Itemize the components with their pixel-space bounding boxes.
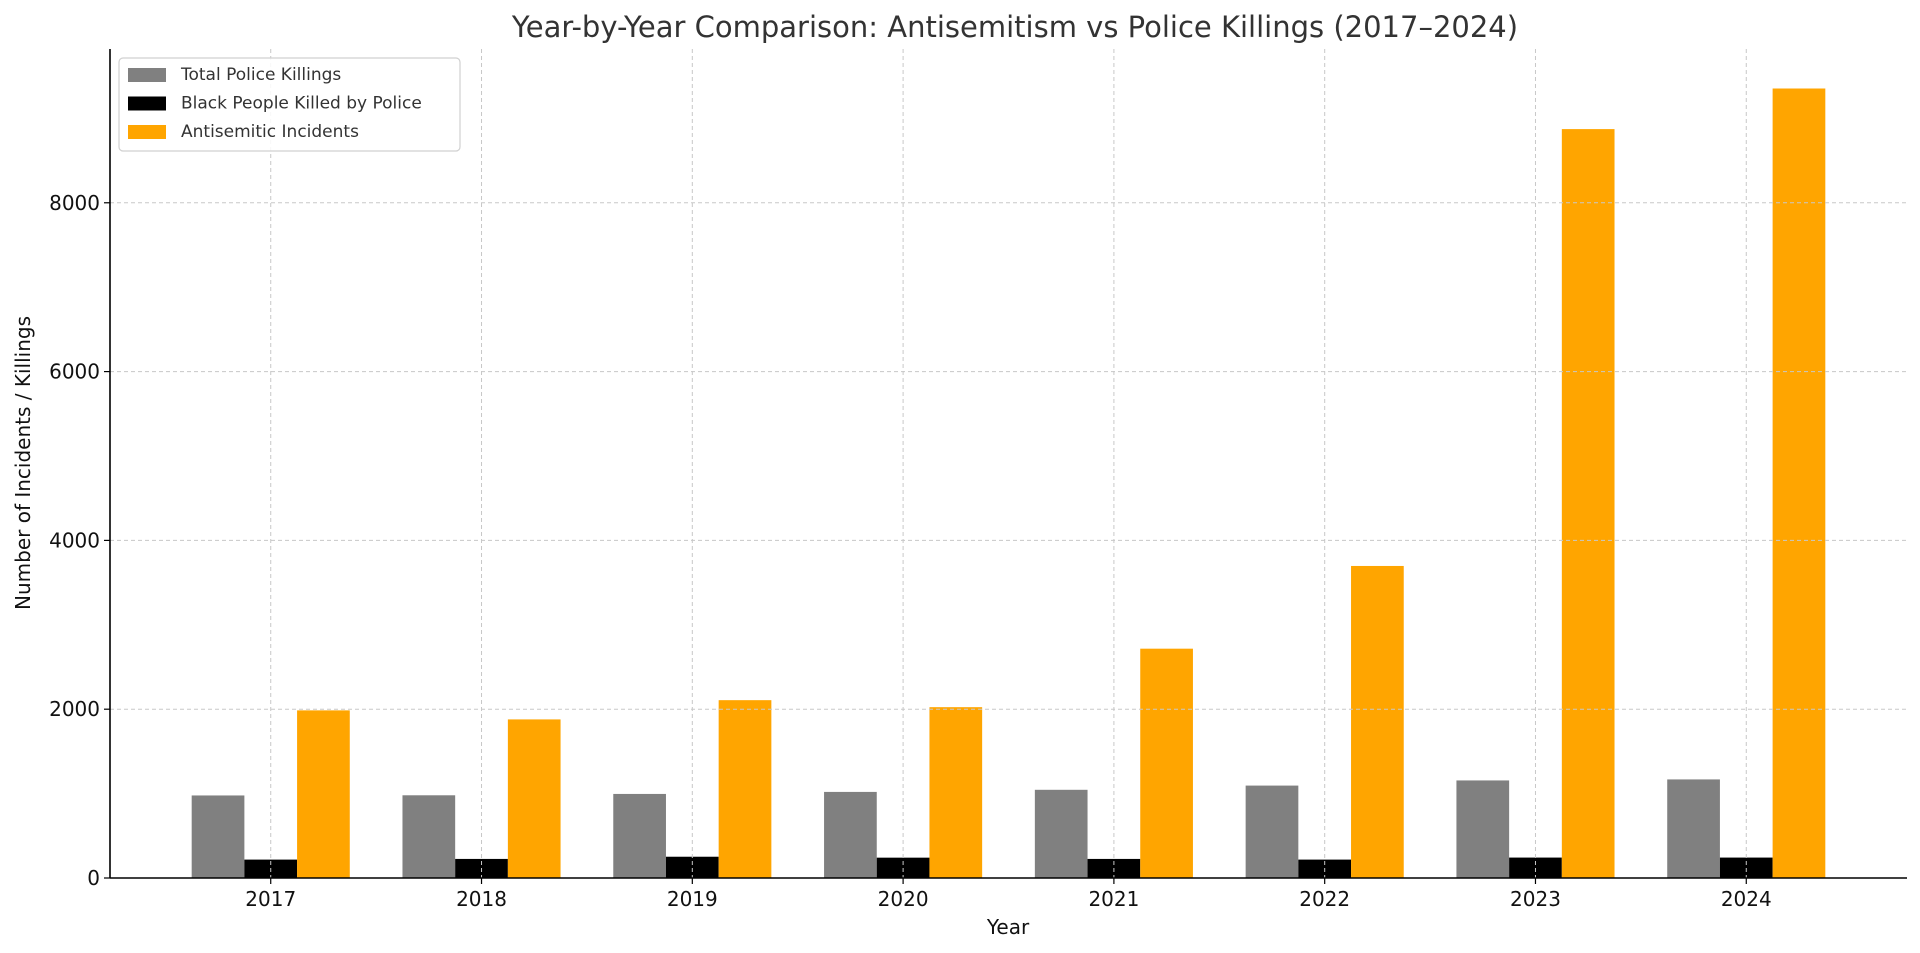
legend-frame [118, 57, 461, 152]
legend-swatch [128, 96, 166, 111]
bar-antisemitic-incidents-2021 [1140, 648, 1193, 878]
x-ticks: 2017 2018 2019 2020 2021 2022 2023 2024 [245, 878, 1772, 911]
y-ticks: 0 2000 4000 6000 8000 [49, 191, 110, 890]
bar-total-police-killings-2023 [1456, 780, 1510, 878]
bar-black-people-killed-by-police-2019 [665, 856, 719, 878]
y-tick-label: 2000 [49, 697, 100, 721]
x-tick-label: 2024 [1721, 887, 1772, 911]
bar-black-people-killed-by-police-2024 [1719, 857, 1773, 878]
bar-antisemitic-incidents-2018 [507, 719, 561, 878]
bar-total-police-killings-2021 [1034, 789, 1088, 878]
x-axis-label: Year [986, 915, 1030, 939]
y-tick-label: 6000 [49, 360, 100, 384]
x-tick-label: 2022 [1299, 887, 1350, 911]
y-tick-label: 4000 [49, 528, 100, 552]
legend-swatch [128, 125, 166, 139]
y-axis-label: Number of Incidents / Killings [11, 316, 35, 610]
grid [110, 49, 1907, 878]
x-tick-label: 2017 [245, 887, 296, 911]
bar-antisemitic-incidents-2017 [297, 710, 350, 878]
x-tick-label: 2018 [456, 887, 507, 911]
bar-antisemitic-incidents-2020 [929, 707, 983, 878]
bar-antisemitic-incidents-2019 [718, 700, 772, 878]
bar-black-people-killed-by-police-2020 [876, 857, 930, 878]
y-tick-label: 0 [87, 866, 100, 890]
y-tick-label: 8000 [49, 191, 100, 215]
bar-antisemitic-incidents-2023 [1561, 129, 1615, 878]
x-tick-label: 2020 [878, 887, 929, 911]
legend-label: Total Police Killings [180, 65, 341, 85]
chart-title: Year-by-Year Comparison: Antisemitism vs… [511, 10, 1518, 44]
bar-antisemitic-incidents-2024 [1772, 88, 1826, 878]
x-tick-label: 2019 [667, 887, 718, 911]
axes [109, 49, 1907, 879]
legend: Total Police Killings Black People Killed… [118, 57, 461, 152]
bar-total-police-killings-2019 [613, 793, 666, 878]
bar-total-police-killings-2018 [402, 795, 456, 878]
legend-label: Antisemitic Incidents [181, 122, 359, 142]
bar-antisemitic-incidents-2022 [1351, 565, 1404, 878]
bar-total-police-killings-2024 [1667, 779, 1720, 878]
bar-total-police-killings-2020 [824, 791, 877, 878]
bar-total-police-killings-2017 [191, 795, 245, 878]
bar-total-police-killings-2022 [1245, 785, 1299, 878]
bar-black-people-killed-by-police-2023 [1509, 857, 1562, 878]
x-tick-label: 2021 [1088, 887, 1139, 911]
bars [191, 88, 1826, 878]
legend-label: Black People Killed by Police [181, 94, 422, 114]
x-tick-label: 2023 [1510, 887, 1561, 911]
legend-swatch [128, 68, 166, 82]
